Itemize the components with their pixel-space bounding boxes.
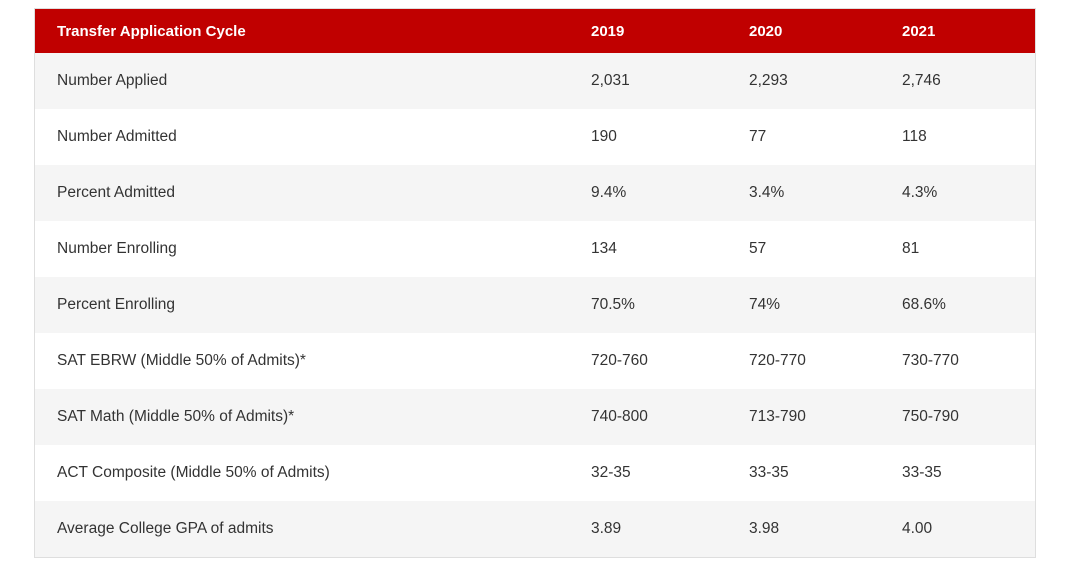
table-cell-2020: 3.4%	[749, 184, 785, 201]
table-row: ACT Composite (Middle 50% of Admits) 32-3…	[35, 445, 1035, 501]
transfer-admissions-table: Transfer Application Cycle 2019 2020 202…	[35, 9, 1035, 557]
table-row: SAT Math (Middle 50% of Admits)* 740-800 7…	[35, 389, 1035, 445]
table-cell-2019: 134	[591, 240, 617, 257]
table-cell-2020: 74%	[749, 296, 781, 313]
header-cell-2019: 2019	[591, 22, 625, 40]
transfer-admissions-table-container: Transfer Application Cycle 2019 2020 202…	[34, 8, 1036, 558]
table-cell-2021: 81	[902, 240, 920, 257]
table-cell-label: Average College GPA of admits	[57, 520, 274, 537]
table-cell-2020: 2,293	[749, 72, 788, 89]
table-cell-2020: 77	[749, 128, 767, 145]
table-row: Percent Enrolling 70.5% 74% 68.6%	[35, 277, 1035, 333]
table-cell-label: Number Admitted	[57, 128, 177, 145]
table-cell-2019: 70.5%	[591, 296, 635, 313]
table-cell-2020: 720-770	[749, 352, 806, 369]
table-cell-label: Percent Enrolling	[57, 296, 176, 313]
table-row: Number Admitted 190 77 118	[35, 109, 1035, 165]
table-cell-2020: 57	[749, 240, 767, 257]
table-cell-2021: 4.3%	[902, 184, 938, 201]
table-cell-2020: 33-35	[749, 464, 789, 481]
table-cell-2019: 32-35	[591, 464, 631, 481]
header-cell-label: Transfer Application Cycle	[57, 22, 246, 40]
table-cell-2019: 9.4%	[591, 184, 627, 201]
table-row: Number Enrolling 134 57 81	[35, 221, 1035, 277]
table-cell-2021: 33-35	[902, 464, 942, 481]
table-cell-2019: 720-760	[591, 352, 648, 369]
table-row: SAT EBRW (Middle 50% of Admits)* 720-760 7…	[35, 333, 1035, 389]
table-cell-2021: 2,746	[902, 72, 941, 89]
table-cell-label: Number Applied	[57, 72, 168, 89]
header-cell-2021: 2021	[902, 22, 936, 40]
table-cell-2021: 730-770	[902, 352, 959, 369]
table-cell-label: SAT EBRW (Middle 50% of Admits)*	[57, 352, 306, 369]
table-cell-2019: 3.89	[591, 520, 622, 537]
table-cell-label: ACT Composite (Middle 50% of Admits)	[57, 464, 330, 481]
table-cell-2020: 713-790	[749, 408, 806, 425]
table-row: Average College GPA of admits 3.89 3.98 4.0…	[35, 501, 1035, 557]
table-cell-2021: 68.6%	[902, 296, 946, 313]
table-cell-2019: 190	[591, 128, 617, 145]
table-cell-label: Percent Admitted	[57, 184, 176, 201]
table-cell-2020: 3.98	[749, 520, 780, 537]
table-row: Number Applied 2,031 2,293 2,746	[35, 53, 1035, 109]
table-row: Percent Admitted 9.4% 3.4% 4.3%	[35, 165, 1035, 221]
table-cell-2021: 4.00	[902, 520, 933, 537]
table-cell-label: Number Enrolling	[57, 240, 177, 257]
table-cell-2019: 2,031	[591, 72, 630, 89]
table-cell-2021: 118	[902, 128, 927, 145]
table-header-row: Transfer Application Cycle 2019 2020 202…	[35, 9, 1035, 53]
header-cell-2020: 2020	[749, 22, 783, 40]
table-body: Number Applied 2,031 2,293 2,746 Number Admi…	[35, 53, 1035, 557]
table-cell-2021: 750-790	[902, 408, 959, 425]
table-cell-label: SAT Math (Middle 50% of Admits)*	[57, 408, 295, 425]
table-cell-2019: 740-800	[591, 408, 648, 425]
